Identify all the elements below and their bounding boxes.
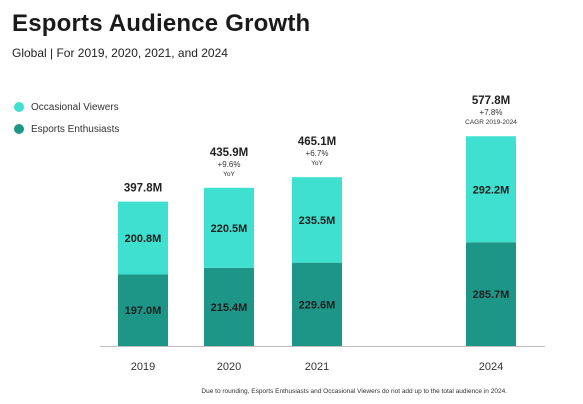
growth-label-2024: +7.8% xyxy=(480,108,503,117)
legend-swatch-esports-enthusiasts xyxy=(14,124,24,134)
bar-occasional-2021 xyxy=(292,177,342,263)
data-label-occasional-2024: 292.2M xyxy=(473,184,510,196)
bar-occasional-2020 xyxy=(204,187,254,268)
data-label-occasional-2019: 200.8M xyxy=(125,233,162,245)
growth-label-2020: +9.6% xyxy=(218,160,241,169)
total-label-2020: 435.9M xyxy=(210,147,248,159)
data-label-occasional-2020: 220.5M xyxy=(211,223,248,235)
x-tick-label-2024: 2024 xyxy=(479,361,503,373)
legend-label-occasional-viewers: Occasional Viewers xyxy=(31,101,119,113)
legend-item-esports-enthusiasts: Esports Enthusiasts xyxy=(14,118,119,140)
footnote: Due to rounding, Esports Enthusiasts and… xyxy=(201,388,507,395)
data-label-enthusiasts-2021: 229.6M xyxy=(299,299,336,311)
x-tick-label-2020: 2020 xyxy=(217,361,241,373)
bar-enthusiasts-2019 xyxy=(118,274,168,346)
legend-swatch-occasional-viewers xyxy=(14,102,24,112)
x-tick-label-2019: 2019 xyxy=(131,361,155,373)
bar-occasional-2024 xyxy=(466,136,516,243)
total-label-2021: 465.1M xyxy=(298,136,336,148)
data-label-enthusiasts-2020: 215.4M xyxy=(211,302,248,314)
legend-label-esports-enthusiasts: Esports Enthusiasts xyxy=(31,123,120,135)
chart-subtitle: Global | For 2019, 2020, 2021, and 2024 xyxy=(12,46,228,60)
growth-note-2021: YoY xyxy=(311,160,323,167)
bar-enthusiasts-2020 xyxy=(204,267,254,346)
total-label-2024: 577.8M xyxy=(472,95,510,107)
chart-title: Esports Audience Growth xyxy=(12,10,311,37)
bar-occasional-2019 xyxy=(118,201,168,275)
data-label-occasional-2021: 235.5M xyxy=(299,215,336,227)
growth-note-2020: YoY xyxy=(223,171,235,178)
data-label-enthusiasts-2024: 285.7M xyxy=(473,289,510,301)
bar-enthusiasts-2021 xyxy=(292,262,342,346)
bar-enthusiasts-2024 xyxy=(466,242,516,346)
x-tick-label-2021: 2021 xyxy=(305,361,329,373)
legend-item-occasional-viewers: Occasional Viewers xyxy=(14,96,119,118)
total-label-2019: 397.8M xyxy=(124,183,162,195)
data-label-enthusiasts-2019: 197.0M xyxy=(125,305,162,317)
growth-label-2021: +6.7% xyxy=(306,149,329,158)
chart-legend: Occasional Viewers Esports Enthusiasts xyxy=(14,96,119,140)
growth-note-2024: CAGR 2019-2024 xyxy=(465,119,517,126)
